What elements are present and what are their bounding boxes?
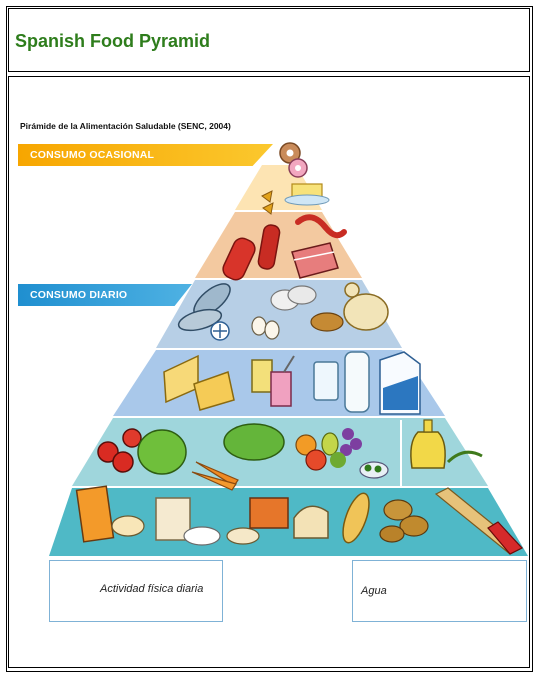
pyramid-caption: Pirámide de la Alimentación Saludable (S…	[20, 121, 231, 131]
dairy-icon	[163, 351, 421, 415]
activity-box: Actividad física diaria	[49, 560, 223, 622]
banner-consumo-diario: CONSUMO DIARIO	[18, 284, 192, 306]
water-label: Agua	[361, 585, 387, 597]
activity-label: Actividad física diaria	[100, 583, 204, 595]
banner-consumo-ocasional: CONSUMO OCASIONAL	[18, 144, 273, 166]
sweets-icon	[261, 142, 330, 215]
water-box: Agua	[352, 560, 527, 622]
outer-frame	[6, 6, 533, 672]
protein-icon	[177, 282, 389, 341]
produce-icon	[97, 419, 483, 491]
image-cell	[8, 76, 530, 668]
grains-icon	[75, 485, 524, 555]
title-cell: Spanish Food Pyramid	[8, 8, 530, 72]
page-title: Spanish Food Pyramid	[15, 31, 211, 51]
meats-icon	[222, 214, 347, 281]
